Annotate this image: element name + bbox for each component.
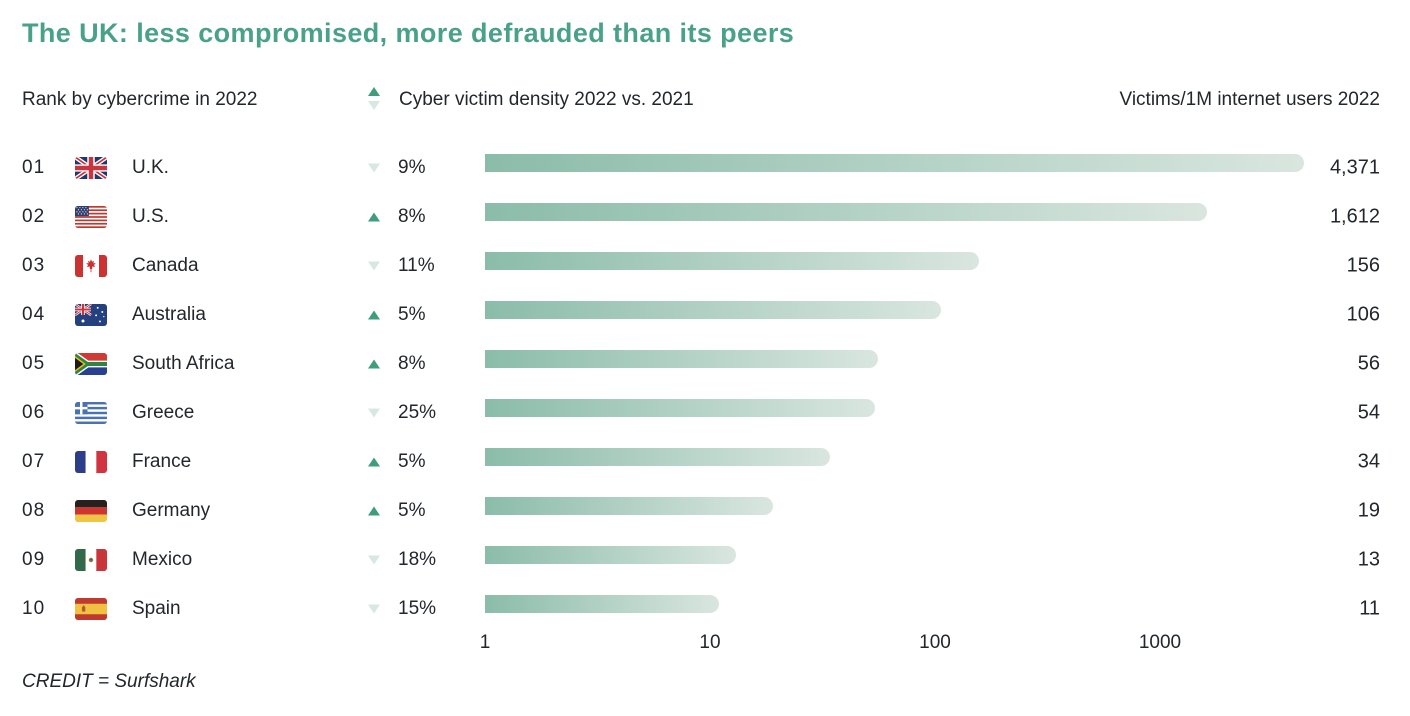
arrow-down-icon <box>368 101 380 110</box>
trend-up-icon <box>368 359 380 368</box>
column-headers: Rank by cybercrime in 2022 Cyber victim … <box>0 86 1410 114</box>
value-bar <box>485 545 736 564</box>
country-row: 08 Germany 5% 19 <box>0 486 1410 535</box>
trend-down-icon <box>368 408 380 417</box>
value-bar <box>485 202 1207 221</box>
victims-value: 13 <box>1357 548 1380 570</box>
victims-value: 4,371 <box>1329 156 1380 178</box>
victims-value: 156 <box>1346 254 1380 276</box>
country-name: Canada <box>132 254 199 276</box>
x-axis-tick: 10 <box>699 632 721 653</box>
rank-number: 05 <box>22 352 46 374</box>
victims-value: 11 <box>1359 597 1380 619</box>
page-title: The UK: less compromised, more defrauded… <box>22 18 795 48</box>
uk-flag-icon <box>75 156 107 179</box>
country-row: 02 U.S. 8% 1,612 <box>0 192 1410 241</box>
x-axis-tick: 1000 <box>1138 632 1182 653</box>
us-flag-icon <box>75 205 107 228</box>
france-flag-icon <box>75 450 107 473</box>
country-name: Germany <box>132 499 211 521</box>
x-axis-tick: 100 <box>919 632 951 653</box>
value-bar <box>485 251 979 270</box>
change-percent: 5% <box>398 303 426 325</box>
country-name: U.S. <box>132 205 169 227</box>
south-africa-flag-icon <box>75 352 107 375</box>
victims-value: 56 <box>1357 352 1380 374</box>
trend-up-icon <box>368 212 380 221</box>
rank-column-header: Rank by cybercrime in 2022 <box>22 89 258 110</box>
trend-down-icon <box>368 604 380 613</box>
change-percent: 8% <box>398 205 426 227</box>
country-name: Greece <box>132 401 195 423</box>
change-percent: 8% <box>398 352 426 374</box>
greece-flag-icon <box>75 401 107 424</box>
chart-rows: 01 U.K. 9% 4,371 02 U.S. 8% <box>0 143 1410 633</box>
victims-value: 54 <box>1357 401 1380 423</box>
value-bar <box>485 496 773 515</box>
rank-number: 02 <box>22 205 46 227</box>
australia-flag-icon <box>75 303 107 326</box>
value-bar <box>485 153 1305 172</box>
country-name: South Africa <box>132 352 235 374</box>
germany-flag-icon <box>75 499 107 522</box>
victims-value: 106 <box>1346 303 1380 325</box>
victims-value: 1,612 <box>1329 205 1380 227</box>
country-row: 06 Greece 25% 54 <box>0 388 1410 437</box>
country-row: 07 France 5% 34 <box>0 437 1410 486</box>
change-percent: 25% <box>398 401 437 423</box>
victims-value: 19 <box>1357 499 1380 521</box>
victims-value: 34 <box>1357 450 1380 472</box>
value-bar <box>485 594 720 613</box>
trend-up-icon <box>368 506 380 515</box>
arrow-up-icon <box>368 87 380 96</box>
mexico-flag-icon <box>75 548 107 571</box>
change-percent: 15% <box>398 597 437 619</box>
trend-up-icon <box>368 310 380 319</box>
x-axis-tick: 1 <box>479 632 491 653</box>
spain-flag-icon <box>75 597 107 620</box>
change-percent: 11% <box>398 254 435 276</box>
country-name: Spain <box>132 597 181 619</box>
trend-down-icon <box>368 555 380 564</box>
country-row: 05 South Africa 8% 56 <box>0 339 1410 388</box>
country-row: 03 Canada 11% 156 <box>0 241 1410 290</box>
country-name: France <box>132 450 192 472</box>
canada-flag-icon <box>75 254 107 277</box>
change-percent: 5% <box>398 450 426 472</box>
value-bar <box>485 349 879 368</box>
rank-number: 04 <box>22 303 46 325</box>
change-percent: 5% <box>398 499 426 521</box>
country-row: 10 Spain 15% 11 <box>0 584 1410 633</box>
rank-number: 10 <box>22 597 46 619</box>
rank-number: 09 <box>22 548 46 570</box>
country-row: 04 Australia 5% 106 <box>0 290 1410 339</box>
trend-down-icon <box>368 163 380 172</box>
country-name: Mexico <box>132 548 193 570</box>
trend-up-icon <box>368 457 380 466</box>
density-column-header: Cyber victim density 2022 vs. 2021 <box>399 89 694 110</box>
credit-text: CREDIT = Surfshark <box>22 671 196 692</box>
rank-number: 08 <box>22 499 46 521</box>
value-bar <box>485 447 830 466</box>
country-name: U.K. <box>132 156 169 178</box>
victims-column-header: Victims/1M internet users 2022 <box>1119 89 1381 110</box>
country-row: 01 U.K. 9% 4,371 <box>0 143 1410 192</box>
rank-number: 01 <box>22 156 46 178</box>
value-bar <box>485 300 941 319</box>
x-axis: 1 10 100 1000 <box>0 632 1410 656</box>
country-name: Australia <box>132 303 206 325</box>
rank-number: 03 <box>22 254 46 276</box>
rank-number: 07 <box>22 450 46 472</box>
trend-down-icon <box>368 261 380 270</box>
change-percent: 9% <box>398 156 426 178</box>
rank-number: 06 <box>22 401 46 423</box>
trend-legend-icon <box>368 87 380 110</box>
value-bar <box>485 398 875 417</box>
change-percent: 18% <box>398 548 437 570</box>
country-row: 09 Mexico 18% 13 <box>0 535 1410 584</box>
